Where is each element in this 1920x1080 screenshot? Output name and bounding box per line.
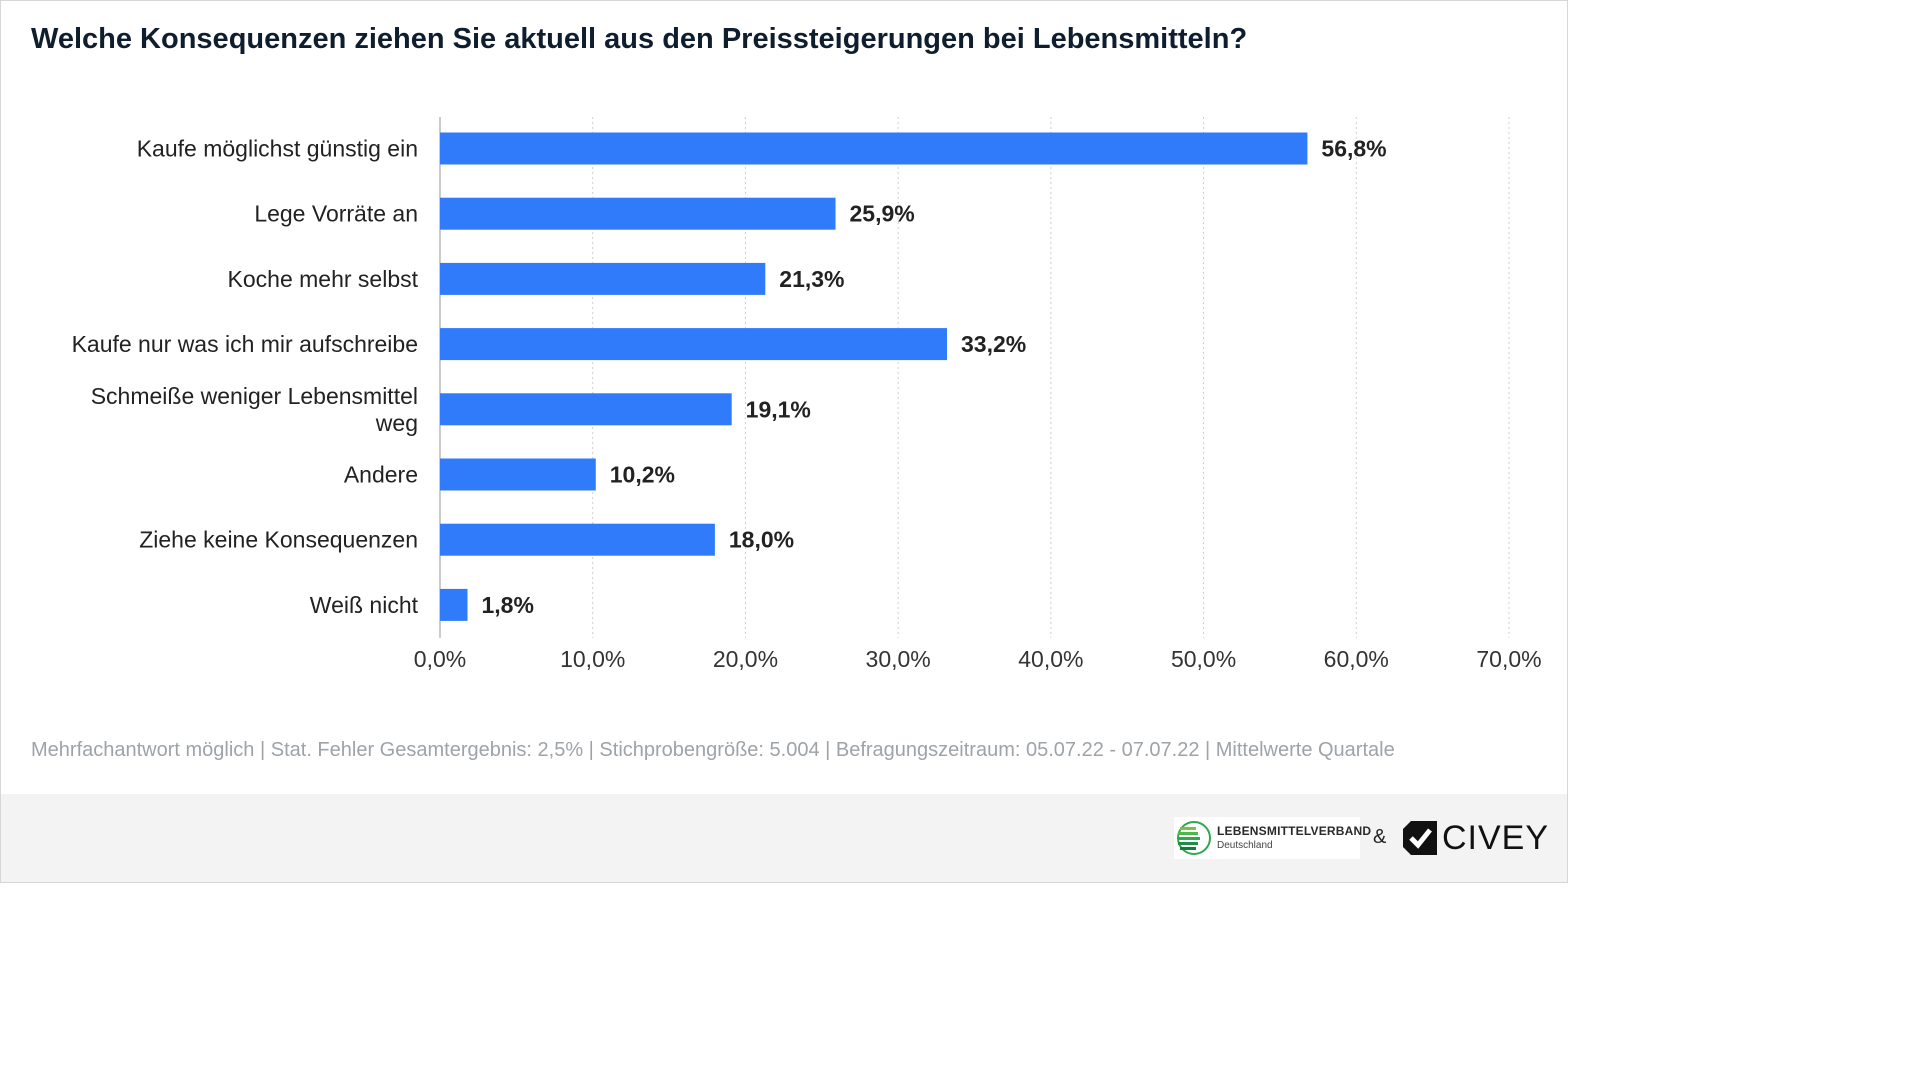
- lebensmittelverband-logo: LEBENSMITTELVERBAND Deutschland: [1174, 817, 1371, 859]
- lebensmittelverband-name: LEBENSMITTELVERBAND: [1217, 824, 1372, 838]
- category-label: Kaufe nur was ich mir aufschreibe: [72, 331, 418, 357]
- bar: [440, 588, 468, 621]
- value-label: 18,0%: [729, 527, 794, 553]
- category-label: Koche mehr selbst: [228, 266, 419, 292]
- x-axis: 0,0% 10,0% 20,0% 30,0% 40,0% 50,0% 60,0% 70,0%: [414, 646, 1542, 672]
- value-label: 10,2%: [610, 462, 675, 488]
- bar: [440, 132, 1308, 165]
- civey-logo-icon: [1403, 821, 1437, 855]
- bars: 56,8% Kaufe möglichst günstig ein 25,9% Leg…: [72, 132, 1387, 621]
- value-label: 21,3%: [779, 266, 844, 292]
- category-label: Ziehe keine Konsequenzen: [139, 527, 418, 553]
- chart-card: Welche Konsequenzen ziehen Sie aktuell a…: [0, 0, 1568, 883]
- value-label: 33,2%: [961, 331, 1026, 357]
- bar: [440, 523, 715, 556]
- bar-chart: 56,8% Kaufe möglichst günstig ein 25,9% Leg…: [72, 117, 1542, 672]
- bar: [440, 197, 836, 230]
- value-label: 56,8%: [1321, 136, 1386, 162]
- category-label: Schmeiße weniger Lebensmittel: [91, 383, 418, 409]
- ampersand: &: [1373, 826, 1387, 848]
- x-tick-label: 20,0%: [713, 646, 778, 672]
- x-tick-label: 40,0%: [1018, 646, 1083, 672]
- x-tick-label: 60,0%: [1324, 646, 1389, 672]
- value-label: 19,1%: [746, 396, 811, 422]
- bar: [440, 262, 766, 295]
- category-label: Kaufe möglichst günstig ein: [137, 136, 418, 162]
- x-tick-label: 50,0%: [1171, 646, 1236, 672]
- bar: [440, 393, 732, 426]
- value-label: 25,9%: [850, 201, 915, 227]
- bar: [440, 328, 948, 361]
- category-label: Weiß nicht: [310, 592, 419, 618]
- category-label: Andere: [344, 462, 418, 488]
- grid-lines: [439, 117, 1510, 638]
- lebensmittelverband-subtitle: Deutschland: [1217, 840, 1273, 851]
- bar: [440, 458, 596, 491]
- civey-name: CIVEY: [1442, 819, 1550, 857]
- civey-logo: CIVEY: [1401, 817, 1550, 859]
- chart-title: Welche Konsequenzen ziehen Sie aktuell a…: [31, 23, 1248, 55]
- lebensmittelverband-logo-icon: [1177, 821, 1211, 855]
- category-label: weg: [375, 410, 418, 436]
- value-label: 1,8%: [481, 592, 533, 618]
- x-tick-label: 70,0%: [1476, 646, 1541, 672]
- footnote: Mehrfachantwort möglich | Stat. Fehler G…: [31, 739, 1395, 761]
- x-tick-label: 10,0%: [560, 646, 625, 672]
- x-tick-label: 0,0%: [414, 646, 466, 672]
- x-tick-label: 30,0%: [866, 646, 931, 672]
- category-label: Lege Vorräte an: [254, 201, 418, 227]
